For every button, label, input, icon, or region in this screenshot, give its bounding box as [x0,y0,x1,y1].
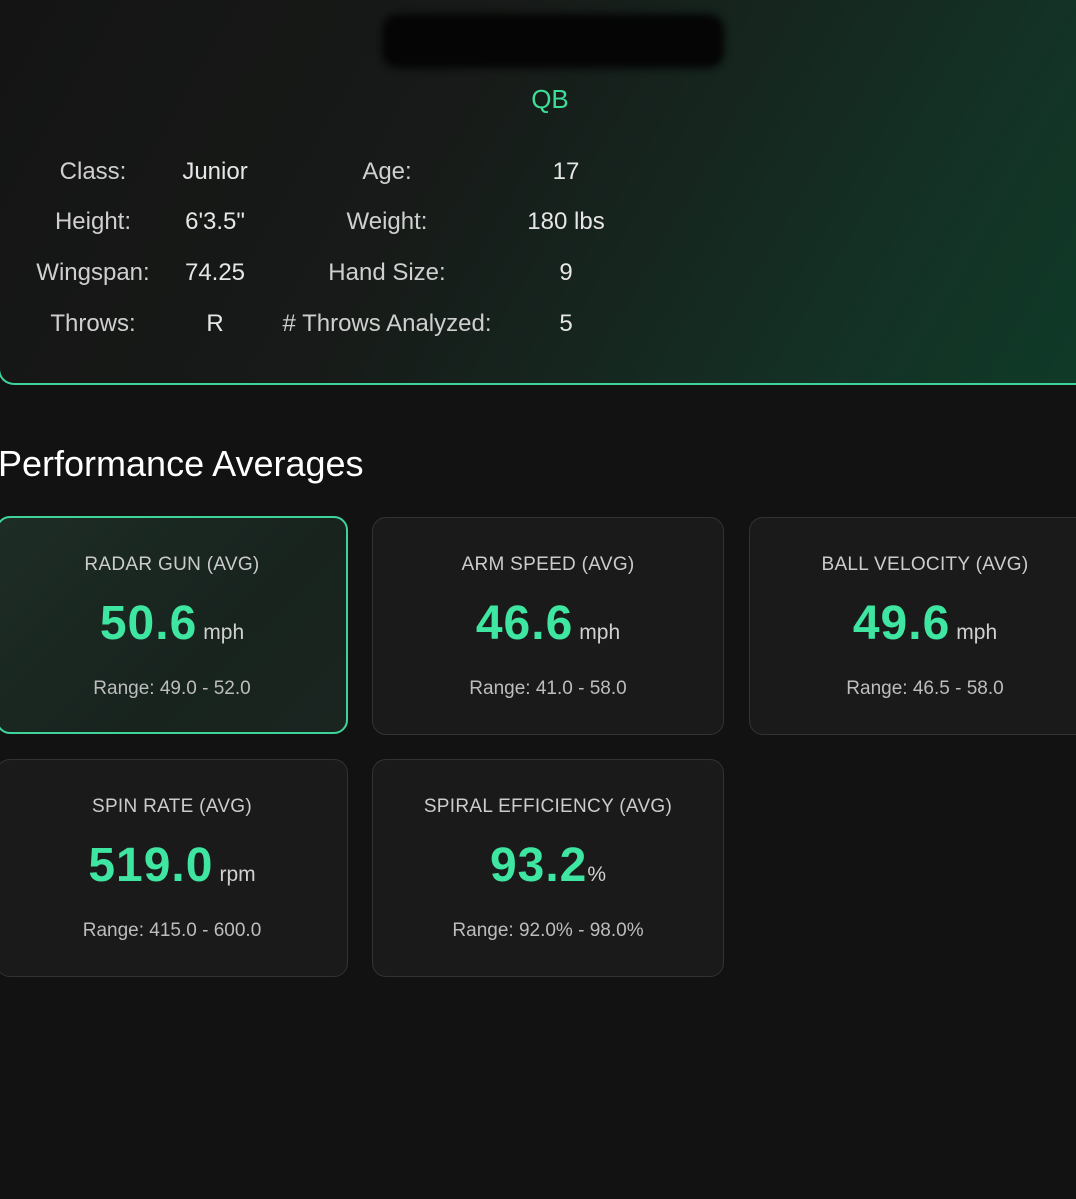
wingspan-label: Wingspan: [36,259,150,286]
weight-label: Weight: [346,208,428,235]
hand-size-label: Hand Size: [328,259,446,286]
metric-unit: rpm [219,863,256,886]
weight-value: 180 lbs [527,208,605,235]
age-value: 17 [552,158,580,185]
spin-rate-card[interactable]: SPIN RATE (AVG) 519.0 rpm Range: 415.0 - … [0,759,348,977]
metric-title: BALL VELOCITY (AVG) [821,554,1029,575]
class-value: Junior [182,158,248,185]
metric-title: SPIRAL EFFICIENCY (AVG) [423,796,673,817]
metric-value: 49.6 [852,597,951,650]
age-label: Age: [362,158,412,185]
player-profile-card: QB Class: Junior Age: 17 Height: 6'3.5" … [0,0,1076,385]
throws-analyzed-label: # Throws Analyzed: [282,310,492,337]
height-label: Height: [54,208,132,235]
metric-value: 93.2 [489,839,588,892]
metric-value: 50.6 [99,597,198,650]
arm-speed-card[interactable]: ARM SPEED (AVG) 46.6 mph Range: 41.0 - 58… [372,517,724,735]
metric-range: Range: 41.0 - 58.0 [469,678,627,699]
metric-title: SPIN RATE (AVG) [91,796,253,817]
throws-label: Throws: [50,310,136,337]
metric-range: Range: 46.5 - 58.0 [846,678,1004,699]
wingspan-value: 74.25 [184,259,246,286]
redacted-player-name [388,20,718,62]
metric-value: 46.6 [475,597,574,650]
metric-unit: mph [579,621,621,644]
performance-averages-heading: Performance Averages [0,443,364,484]
metric-title: RADAR GUN (AVG) [84,554,260,575]
metric-value: 519.0 [88,839,214,892]
metric-unit: mph [956,621,998,644]
metric-title: ARM SPEED (AVG) [461,554,635,575]
throws-analyzed-value: 5 [559,310,573,337]
throws-value: R [206,310,224,337]
metric-range: Range: 415.0 - 600.0 [82,920,262,941]
metric-unit: mph [203,621,245,644]
hand-size-value: 9 [559,259,573,286]
ball-velocity-card[interactable]: BALL VELOCITY (AVG) 49.6 mph Range: 46.5 … [749,517,1076,735]
class-label: Class: [59,158,127,185]
radar-gun-card[interactable]: RADAR GUN (AVG) 50.6 mph Range: 49.0 - 52… [0,516,348,734]
metric-range: Range: 49.0 - 52.0 [93,678,251,699]
metric-unit: % [587,863,607,886]
player-position: QB [531,84,569,114]
height-value: 6'3.5" [185,208,245,235]
spiral-efficiency-card[interactable]: SPIRAL EFFICIENCY (AVG) 93.2% Range: 92.… [372,759,724,977]
metric-range: Range: 92.0% - 98.0% [452,920,644,941]
